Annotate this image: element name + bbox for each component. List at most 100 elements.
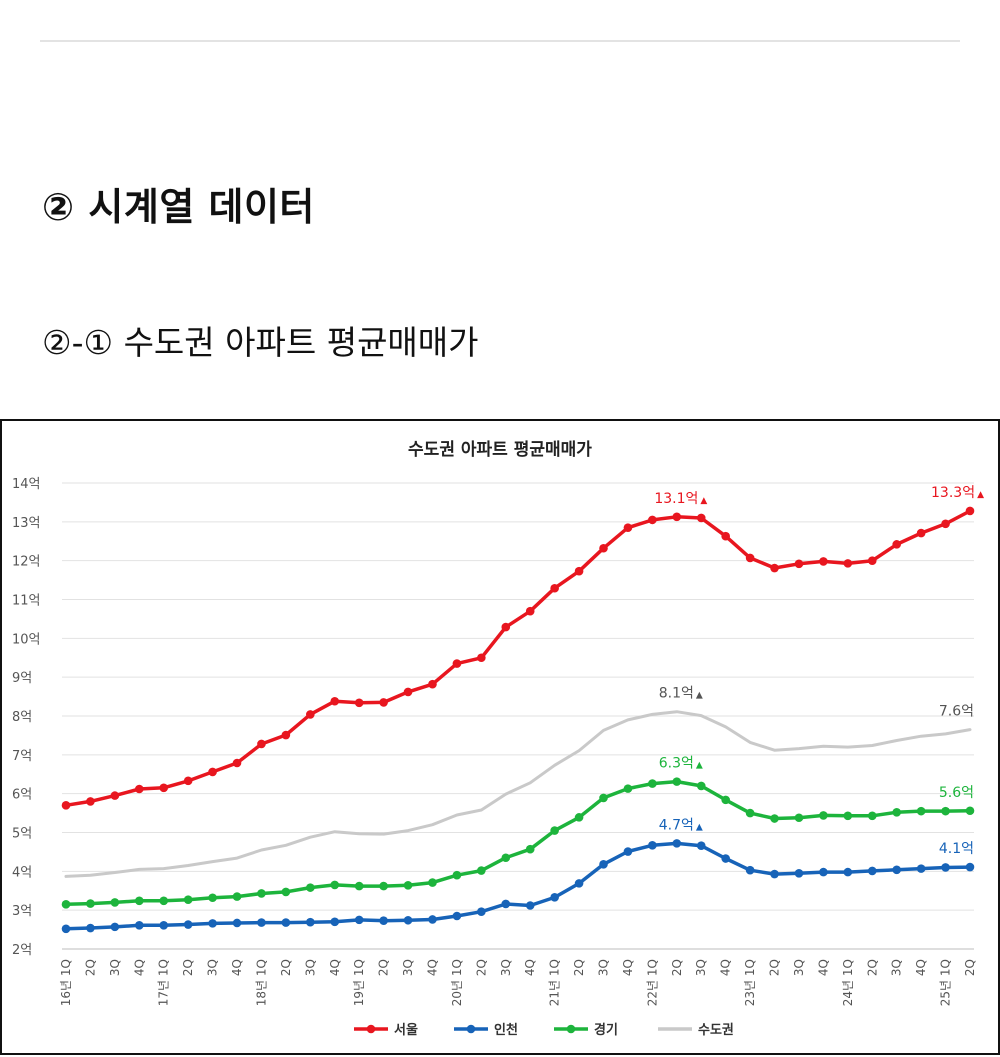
data-point-seoul xyxy=(770,563,779,573)
data-point-incheon xyxy=(354,915,364,925)
data-point-gyeonggi xyxy=(892,808,902,817)
x-tick-label: 3Q xyxy=(401,959,415,976)
data-point-seoul xyxy=(330,696,340,706)
data-point-seoul xyxy=(281,730,291,740)
data-label: 8.1억 ▲ xyxy=(659,686,703,702)
y-tick-label: 11억 xyxy=(12,594,41,609)
x-tick-label: 2Q xyxy=(865,959,879,976)
data-point-incheon xyxy=(623,847,633,856)
x-tick-label: 22년 1Q xyxy=(645,959,659,1006)
data-point-incheon xyxy=(599,860,608,869)
data-point-gyeonggi xyxy=(306,883,315,892)
y-tick-label: 10억 xyxy=(12,632,41,647)
data-point-incheon xyxy=(330,917,340,927)
legend-marker xyxy=(466,1024,476,1034)
data-point-incheon xyxy=(379,916,388,925)
x-tick-label: 3Q xyxy=(206,959,220,976)
data-point-incheon xyxy=(721,854,730,863)
data-point-gyeonggi xyxy=(330,880,340,890)
legend-marker xyxy=(366,1024,376,1034)
x-tick-label: 4Q xyxy=(230,959,244,976)
top-divider xyxy=(40,40,960,42)
data-point-incheon xyxy=(892,865,902,875)
x-tick-label: 4Q xyxy=(132,959,146,976)
series-line-incheon xyxy=(64,841,972,931)
legend-item-gyeonggi: 경기 xyxy=(554,1022,618,1038)
data-point-incheon xyxy=(843,867,853,877)
data-point-incheon xyxy=(159,921,169,930)
data-point-gyeonggi xyxy=(428,878,437,887)
series-incheon xyxy=(61,839,975,934)
data-point-seoul xyxy=(379,698,388,707)
data-point-incheon xyxy=(232,918,242,928)
data-point-gyeonggi xyxy=(403,881,413,890)
legend-marker xyxy=(566,1024,576,1034)
data-point-gyeonggi xyxy=(257,889,266,898)
data-point-incheon xyxy=(648,841,657,850)
data-point-gyeonggi xyxy=(550,826,559,835)
data-point-gyeonggi xyxy=(843,811,853,821)
x-tick-label: 23년 1Q xyxy=(743,959,757,1006)
data-point-seoul xyxy=(403,687,413,697)
data-point-incheon xyxy=(770,869,779,879)
data-point-incheon xyxy=(281,918,291,927)
legend-label: 인천 xyxy=(494,1022,518,1038)
data-point-gyeonggi xyxy=(525,844,535,854)
x-tick-label: 3Q xyxy=(694,959,708,976)
data-point-gyeonggi xyxy=(232,892,242,901)
data-point-seoul xyxy=(721,531,730,541)
data-point-incheon xyxy=(257,918,266,927)
data-point-gyeonggi xyxy=(648,779,657,788)
x-tick-label: 4Q xyxy=(621,959,635,976)
x-tick-label: 2Q xyxy=(474,959,488,976)
y-tick-label: 12억 xyxy=(12,555,41,570)
data-point-seoul xyxy=(672,512,682,522)
series-seoul xyxy=(61,506,975,810)
data-point-seoul xyxy=(61,801,71,810)
x-tick-label: 3Q xyxy=(303,959,317,976)
data-point-incheon xyxy=(965,862,975,872)
data-point-gyeonggi xyxy=(965,806,975,816)
data-point-seoul xyxy=(843,559,853,568)
x-tick-label: 3Q xyxy=(499,959,513,976)
x-tick-label: 2Q xyxy=(572,959,586,976)
data-point-gyeonggi xyxy=(477,866,486,875)
data-point-seoul xyxy=(110,791,120,800)
data-point-incheon xyxy=(134,921,144,930)
data-point-gyeonggi xyxy=(86,899,95,908)
data-point-incheon xyxy=(477,907,486,917)
data-point-seoul xyxy=(232,758,242,768)
data-point-incheon xyxy=(819,867,828,877)
data-point-gyeonggi xyxy=(61,900,71,909)
y-tick-label: 9억 xyxy=(12,671,32,686)
x-tick-label: 20년 1Q xyxy=(450,959,464,1006)
data-point-incheon xyxy=(525,901,535,910)
x-tick-label: 3Q xyxy=(108,959,122,976)
section-title: ② 시계열 데이터 xyxy=(42,185,315,229)
data-point-seoul xyxy=(599,543,608,553)
data-label: 13.1억 ▲ xyxy=(654,491,707,507)
data-point-seoul xyxy=(745,553,755,563)
y-tick-label: 8억 xyxy=(12,710,32,725)
x-tick-label: 17년 1Q xyxy=(157,959,171,1006)
data-point-seoul xyxy=(159,783,169,793)
data-point-seoul xyxy=(965,506,975,516)
data-point-gyeonggi xyxy=(159,896,169,906)
grid-lines xyxy=(62,482,974,950)
data-point-gyeonggi xyxy=(208,893,217,903)
data-point-gyeonggi xyxy=(183,895,193,904)
series-lines xyxy=(61,506,975,934)
data-point-incheon xyxy=(110,922,120,932)
data-label: 6.3억 ▲ xyxy=(659,756,703,772)
data-point-seoul xyxy=(452,659,462,668)
data-point-gyeonggi xyxy=(623,784,633,793)
data-point-gyeonggi xyxy=(354,881,364,891)
x-tick-label: 4Q xyxy=(523,959,537,976)
x-axis-ticks: 16년 1Q 2Q 3Q 4Q 17년 1Q 2Q 3Q 4Q 18년 1Q 2Q 3Q 4Q 19년 … xyxy=(59,959,977,1006)
x-tick-label: 24년 1Q xyxy=(841,959,855,1006)
data-point-seoul xyxy=(696,513,706,523)
data-point-incheon xyxy=(941,863,950,872)
x-tick-label: 18년 1Q xyxy=(254,959,268,1006)
y-tick-label: 13억 xyxy=(12,516,41,531)
legend: 서울 인천 경기 수도권 xyxy=(354,1022,734,1038)
